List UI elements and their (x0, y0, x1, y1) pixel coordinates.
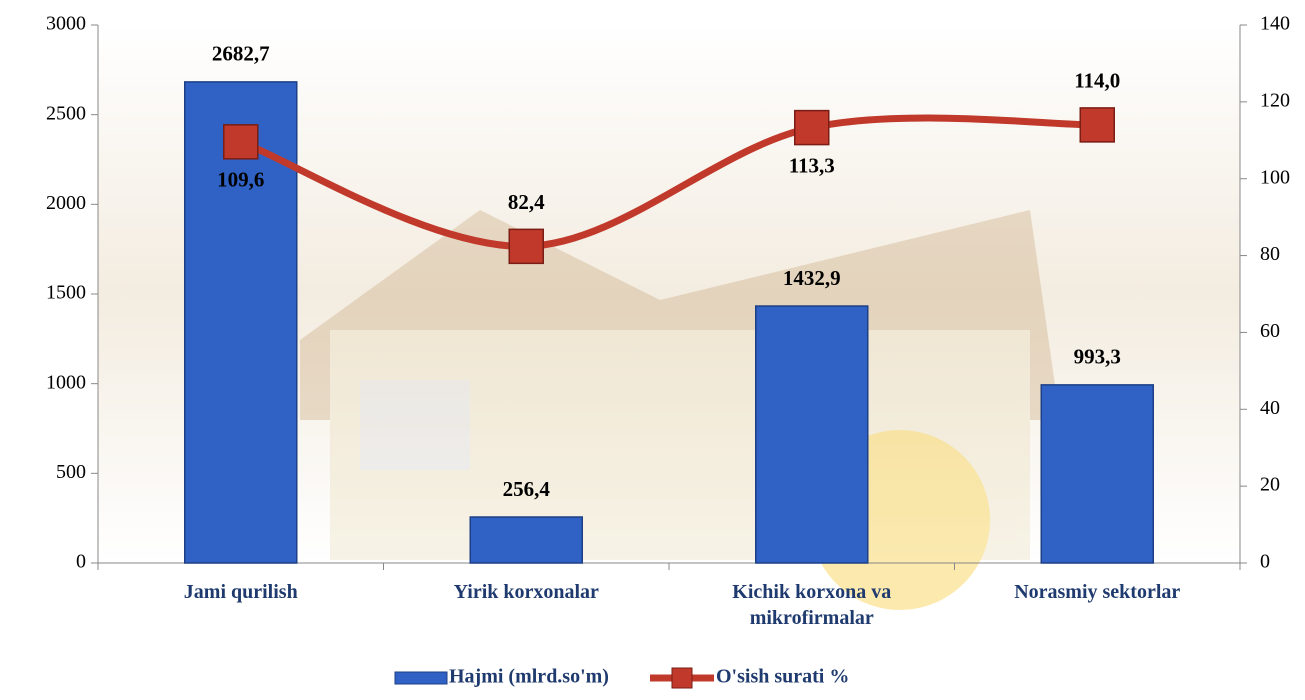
y2-tick-label: 140 (1260, 13, 1290, 35)
x-tick-label: Yirik korxonalar (453, 581, 599, 603)
y-tick-label: 3000 (46, 13, 86, 35)
y2-tick-label: 0 (1260, 551, 1270, 573)
y2-tick-label: 40 (1260, 397, 1280, 419)
y-tick-label: 2000 (46, 192, 86, 214)
y-tick-label: 1500 (46, 282, 86, 304)
bar (755, 305, 869, 564)
y2-tick-label: 120 (1260, 89, 1290, 111)
y-tick-label: 2500 (46, 102, 86, 124)
legend-swatch (394, 671, 448, 685)
x-tick-label: Kichik korxona va mikrofirmalar (732, 581, 892, 629)
y2-tick-label: 60 (1260, 320, 1280, 342)
data-label: 82,4 (508, 190, 545, 214)
bar (469, 516, 583, 564)
y-tick-label: 1000 (46, 371, 86, 393)
line-marker (508, 228, 544, 265)
y-tick-label: 0 (76, 551, 86, 573)
legend-swatch (671, 667, 693, 689)
x-tick-label: Jami qurilish (183, 581, 298, 603)
y2-tick-label: 100 (1260, 166, 1290, 188)
data-label: 1432,9 (783, 266, 841, 290)
x-tick-label: Norasmiy sektorlar (1014, 581, 1181, 603)
bar (1040, 384, 1154, 564)
data-label: 109,6 (217, 168, 264, 192)
y-tick-label: 500 (56, 461, 86, 483)
line-marker (223, 124, 259, 160)
data-label: 113,3 (789, 153, 835, 177)
data-label: 993,3 (1074, 345, 1121, 369)
y2-tick-label: 80 (1260, 243, 1280, 265)
data-label: 256,4 (503, 477, 551, 501)
line-marker (1079, 107, 1115, 143)
legend-label: O'sish surati % (716, 666, 849, 688)
data-label: 2682,7 (212, 42, 270, 66)
line-marker (794, 109, 830, 146)
line (239, 114, 1098, 250)
y2-tick-label: 20 (1260, 474, 1280, 496)
legend-label: Hajmi (mlrd.so'm) (449, 666, 609, 688)
data-label: 114,0 (1074, 69, 1120, 93)
